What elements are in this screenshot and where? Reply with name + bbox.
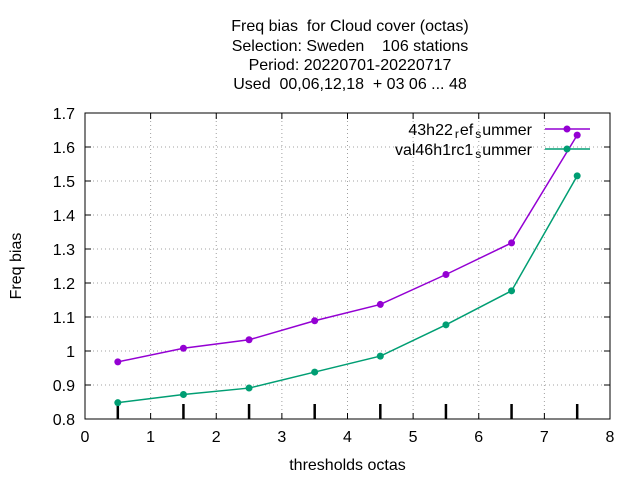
legend-swatch-marker-1 [563,145,571,153]
data-point-s1-1 [179,391,187,399]
y-tick-label: 1.4 [53,208,75,225]
x-tick-label: 7 [540,429,549,446]
grid [85,113,610,419]
data-point-s0-0 [114,358,122,366]
legend-label-1: val46h1rc1 summer [395,142,533,161]
data-point-s0-7 [573,131,581,139]
data-point-s1-2 [245,384,253,392]
data-point-s0-5 [442,271,450,278]
y-tick-label: 0.9 [53,378,75,395]
data-point-s1-3 [311,368,319,376]
x-tick-label: 3 [277,429,286,446]
data-point-s1-5 [442,321,450,329]
x-tick-label: 0 [81,429,90,446]
x-tick-label: 6 [474,429,483,446]
x-tick-label: 1 [146,429,155,446]
data-point-s1-0 [114,399,122,407]
x-tick-label: 8 [606,429,615,446]
tick-labels: 0 1 2 3 4 5 6 7 8 0.8 0.9 1 1.1 1.2 1.3 1.4 1.5 1.6 1.7 [53,106,615,446]
plot-border [84,112,611,420]
data-point-s0-1 [179,344,187,352]
x-tick-label: 5 [409,429,418,446]
data-point-s0-6 [508,239,516,247]
data-point-s0-4 [376,300,384,308]
data-point-s0-3 [311,317,319,325]
y-tick-label: 0.8 [53,412,75,429]
series-line-0 [117,134,578,363]
x-tick-label: 2 [212,429,221,446]
chart-title-line-3: Period: 20220701-20220717 [248,57,452,74]
y-tick-label: 1.2 [53,276,75,293]
series-line-1 [117,175,578,404]
legend-label-0: 43h22 ref summer [408,122,532,141]
chart-title-line-4: Used 00,06,12,18 + 03 06 ... 48 [233,76,467,93]
y-axis-label: Freq bias [8,233,25,300]
series-lines [114,131,581,407]
y-tick-label: 1 [66,344,75,361]
data-point-s1-4 [376,352,384,360]
data-point-s0-2 [245,336,253,344]
y-tick-label: 1.5 [53,174,75,191]
data-point-s1-6 [508,287,516,295]
legend-swatch-marker-0 [563,125,571,133]
data-point-s1-7 [573,172,581,180]
x-tick-label: 4 [343,429,352,446]
y-tick-label: 1.7 [53,106,75,123]
chart-title-line-2: Selection: Sweden 106 stations [231,38,469,55]
y-tick-label: 1.6 [53,140,75,157]
x-axis-label: thresholds octas [289,457,406,474]
chart-title-line-1: Freq bias for Cloud cover (octas) [231,18,469,35]
y-tick-label: 1.3 [53,242,75,259]
y-tick-label: 1.1 [53,310,75,327]
